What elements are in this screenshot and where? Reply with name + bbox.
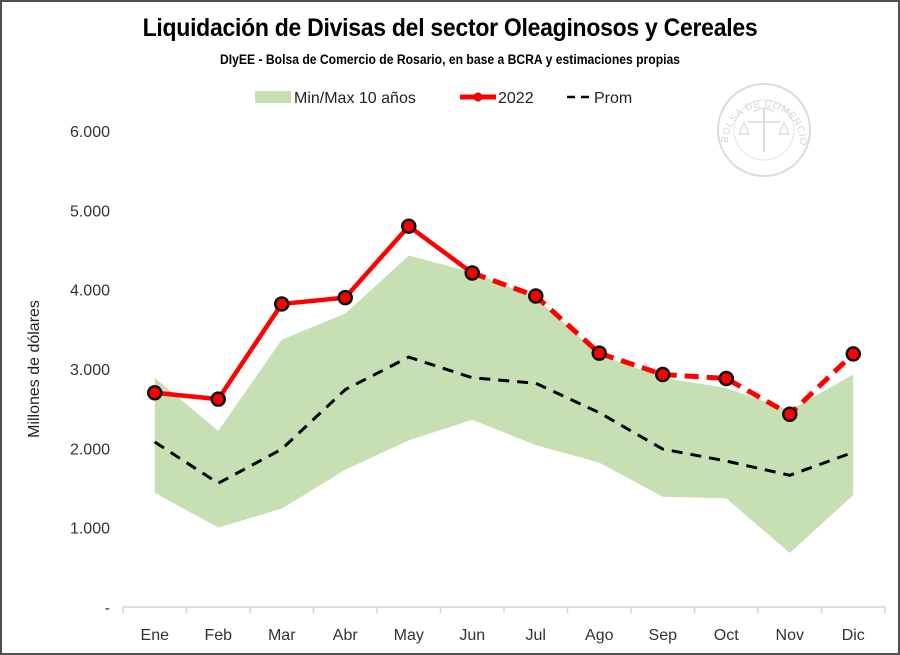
series-2022-point: [210, 391, 226, 407]
y-tick-label: 5.000: [70, 203, 110, 220]
series-2022-point: [274, 296, 290, 312]
x-tick-label: Jun: [459, 627, 485, 644]
y-axis-ticks: - 1.000 2.000 3.000 4.000 5.000 6.000: [70, 124, 110, 617]
series-2022-point: [845, 346, 861, 362]
x-tick-label: Dic: [842, 627, 865, 644]
x-tick-label: Ene: [141, 627, 170, 644]
y-tick-label: 6.000: [70, 124, 110, 141]
watermark-text: BOLSA DE COMERCIO DE ROSARIO: [0, 0, 808, 146]
series-2022-point: [464, 265, 480, 281]
chart-subtitle: DIyEE - Bolsa de Comercio de Rosario, en…: [219, 52, 681, 67]
x-tick-label: Sep: [649, 627, 678, 644]
plot-area: [147, 218, 861, 554]
series-2022-point: [591, 345, 607, 361]
series-2022-line-solid: [154, 223, 474, 402]
watermark-seal-icon: BOLSA DE COMERCIO DE ROSARIO: [0, 0, 811, 177]
x-tick-label: Mar: [268, 627, 296, 644]
series-2022-point: [401, 218, 417, 234]
series-2022-point: [337, 289, 353, 306]
series-2022-point: [528, 288, 544, 304]
series-2022-point: [782, 406, 798, 422]
y-tick-label: 2.000: [70, 441, 110, 458]
legend-label-prom: Prom: [594, 90, 632, 107]
y-tick-label: -: [105, 600, 110, 617]
y-tick-label: 1.000: [70, 521, 110, 538]
x-tick-label: Oct: [714, 627, 739, 644]
y-tick-label: 3.000: [70, 362, 110, 379]
x-tick-label: Feb: [204, 627, 232, 644]
x-axis: Ene Feb Mar Abr May Jun Jul Ago Sep Oct Nov Dic: [122, 606, 886, 644]
series-2022-point: [718, 370, 734, 387]
x-tick-label: Nov: [776, 627, 804, 644]
legend-swatch-band: [255, 91, 291, 103]
series-2022-point: [147, 385, 163, 401]
y-axis-title: Millones de dólares: [26, 300, 43, 438]
legend-label-band: Min/Max 10 años: [294, 90, 416, 107]
x-tick-label: Abr: [333, 627, 359, 644]
legend: Min/Max 10 años 2022 Prom: [255, 90, 632, 107]
y-tick-label: 4.000: [70, 283, 110, 300]
series-prom-line: [153, 355, 854, 485]
legend-marker-2022: [473, 92, 483, 102]
x-tick-label: May: [394, 627, 424, 644]
minmax-band: [154, 255, 854, 554]
chart-title: Liquidación de Divisas del sector Oleagi…: [142, 14, 758, 42]
svg-text:BOLSA DE COMERCIO DE ROSARIO: BOLSA DE COMERCIO DE ROSARIO: [0, 0, 808, 146]
x-tick-label: Jul: [526, 627, 546, 644]
x-tick-label: Ago: [585, 627, 614, 644]
series-2022-point: [655, 366, 671, 383]
legend-label-2022: 2022: [498, 90, 534, 107]
